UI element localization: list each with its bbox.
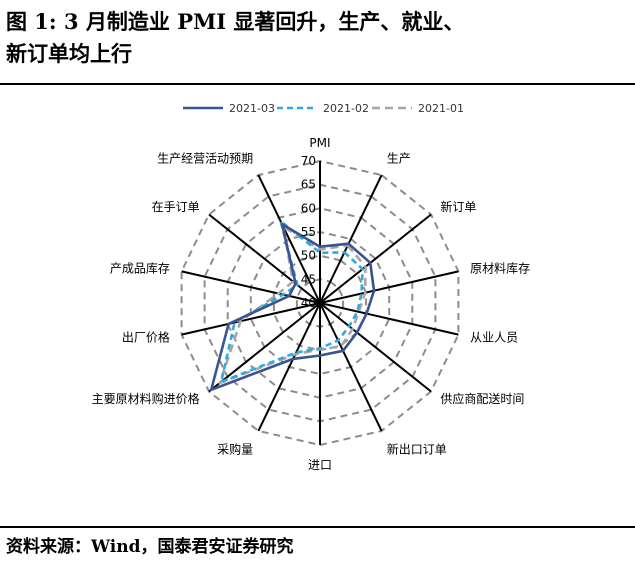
spoke-10 <box>181 270 321 304</box>
spoke-11 <box>208 213 321 304</box>
category-label: PMI <box>309 136 330 150</box>
spoke-5 <box>319 302 383 432</box>
tick-label: 55 <box>301 225 316 239</box>
category-label: 生产经营活动预期 <box>157 151 253 165</box>
grid-ring-65 <box>203 183 437 423</box>
spoke-7 <box>257 302 321 432</box>
category-label: 主要原材料购进价格 <box>92 391 200 406</box>
category-label: 产成品库存 <box>110 261 170 276</box>
series-line-0 <box>209 222 376 392</box>
spoke-3 <box>319 302 459 336</box>
grid-ring-70 <box>180 159 460 447</box>
category-label: 从业人员 <box>470 330 518 344</box>
source-note: 资料来源：Wind，国泰君安证券研究 <box>6 537 294 557</box>
category-label: 原材料库存 <box>470 261 530 276</box>
spoke-2 <box>319 270 459 304</box>
category-label: 新出口订单 <box>387 442 447 457</box>
legend-label-1: 2021-02 <box>323 102 369 115</box>
tick-label: 40 <box>301 296 316 310</box>
bottom-rule <box>0 526 635 528</box>
figure-title-line-1: 图 1: 3 月制造业 PMI 显著回升，生产、就业、 <box>6 9 465 34</box>
spoke-12 <box>257 174 321 304</box>
tick-label: 60 <box>301 201 316 215</box>
tick-label: 50 <box>301 249 316 263</box>
spoke-1 <box>319 213 432 304</box>
category-label: 供应商配送时间 <box>440 391 524 406</box>
category-label: 生产 <box>387 151 411 165</box>
tick-label: 65 <box>301 178 316 192</box>
category-label: 新订单 <box>440 199 476 214</box>
spoke-0 <box>319 174 383 304</box>
category-label: 出厂价格 <box>122 329 170 344</box>
spoke-8 <box>208 302 321 393</box>
figure-title: 图 1: 3 月制造业 PMI 显著回升，生产、就业、 新订单均上行 <box>6 6 606 70</box>
spoke-4 <box>319 302 432 393</box>
category-label: 进口 <box>308 458 332 472</box>
category-label: 采购量 <box>217 442 253 457</box>
tick-label: 45 <box>301 272 316 286</box>
figure-title-line-2: 新订单均上行 <box>6 41 132 66</box>
top-rule <box>0 83 635 85</box>
legend-label-2: 2021-01 <box>418 102 464 115</box>
tick-label: 70 <box>301 154 316 168</box>
category-label: 在手订单 <box>152 200 200 214</box>
spoke-9 <box>181 302 321 336</box>
legend-label-0: 2021-03 <box>229 102 275 115</box>
